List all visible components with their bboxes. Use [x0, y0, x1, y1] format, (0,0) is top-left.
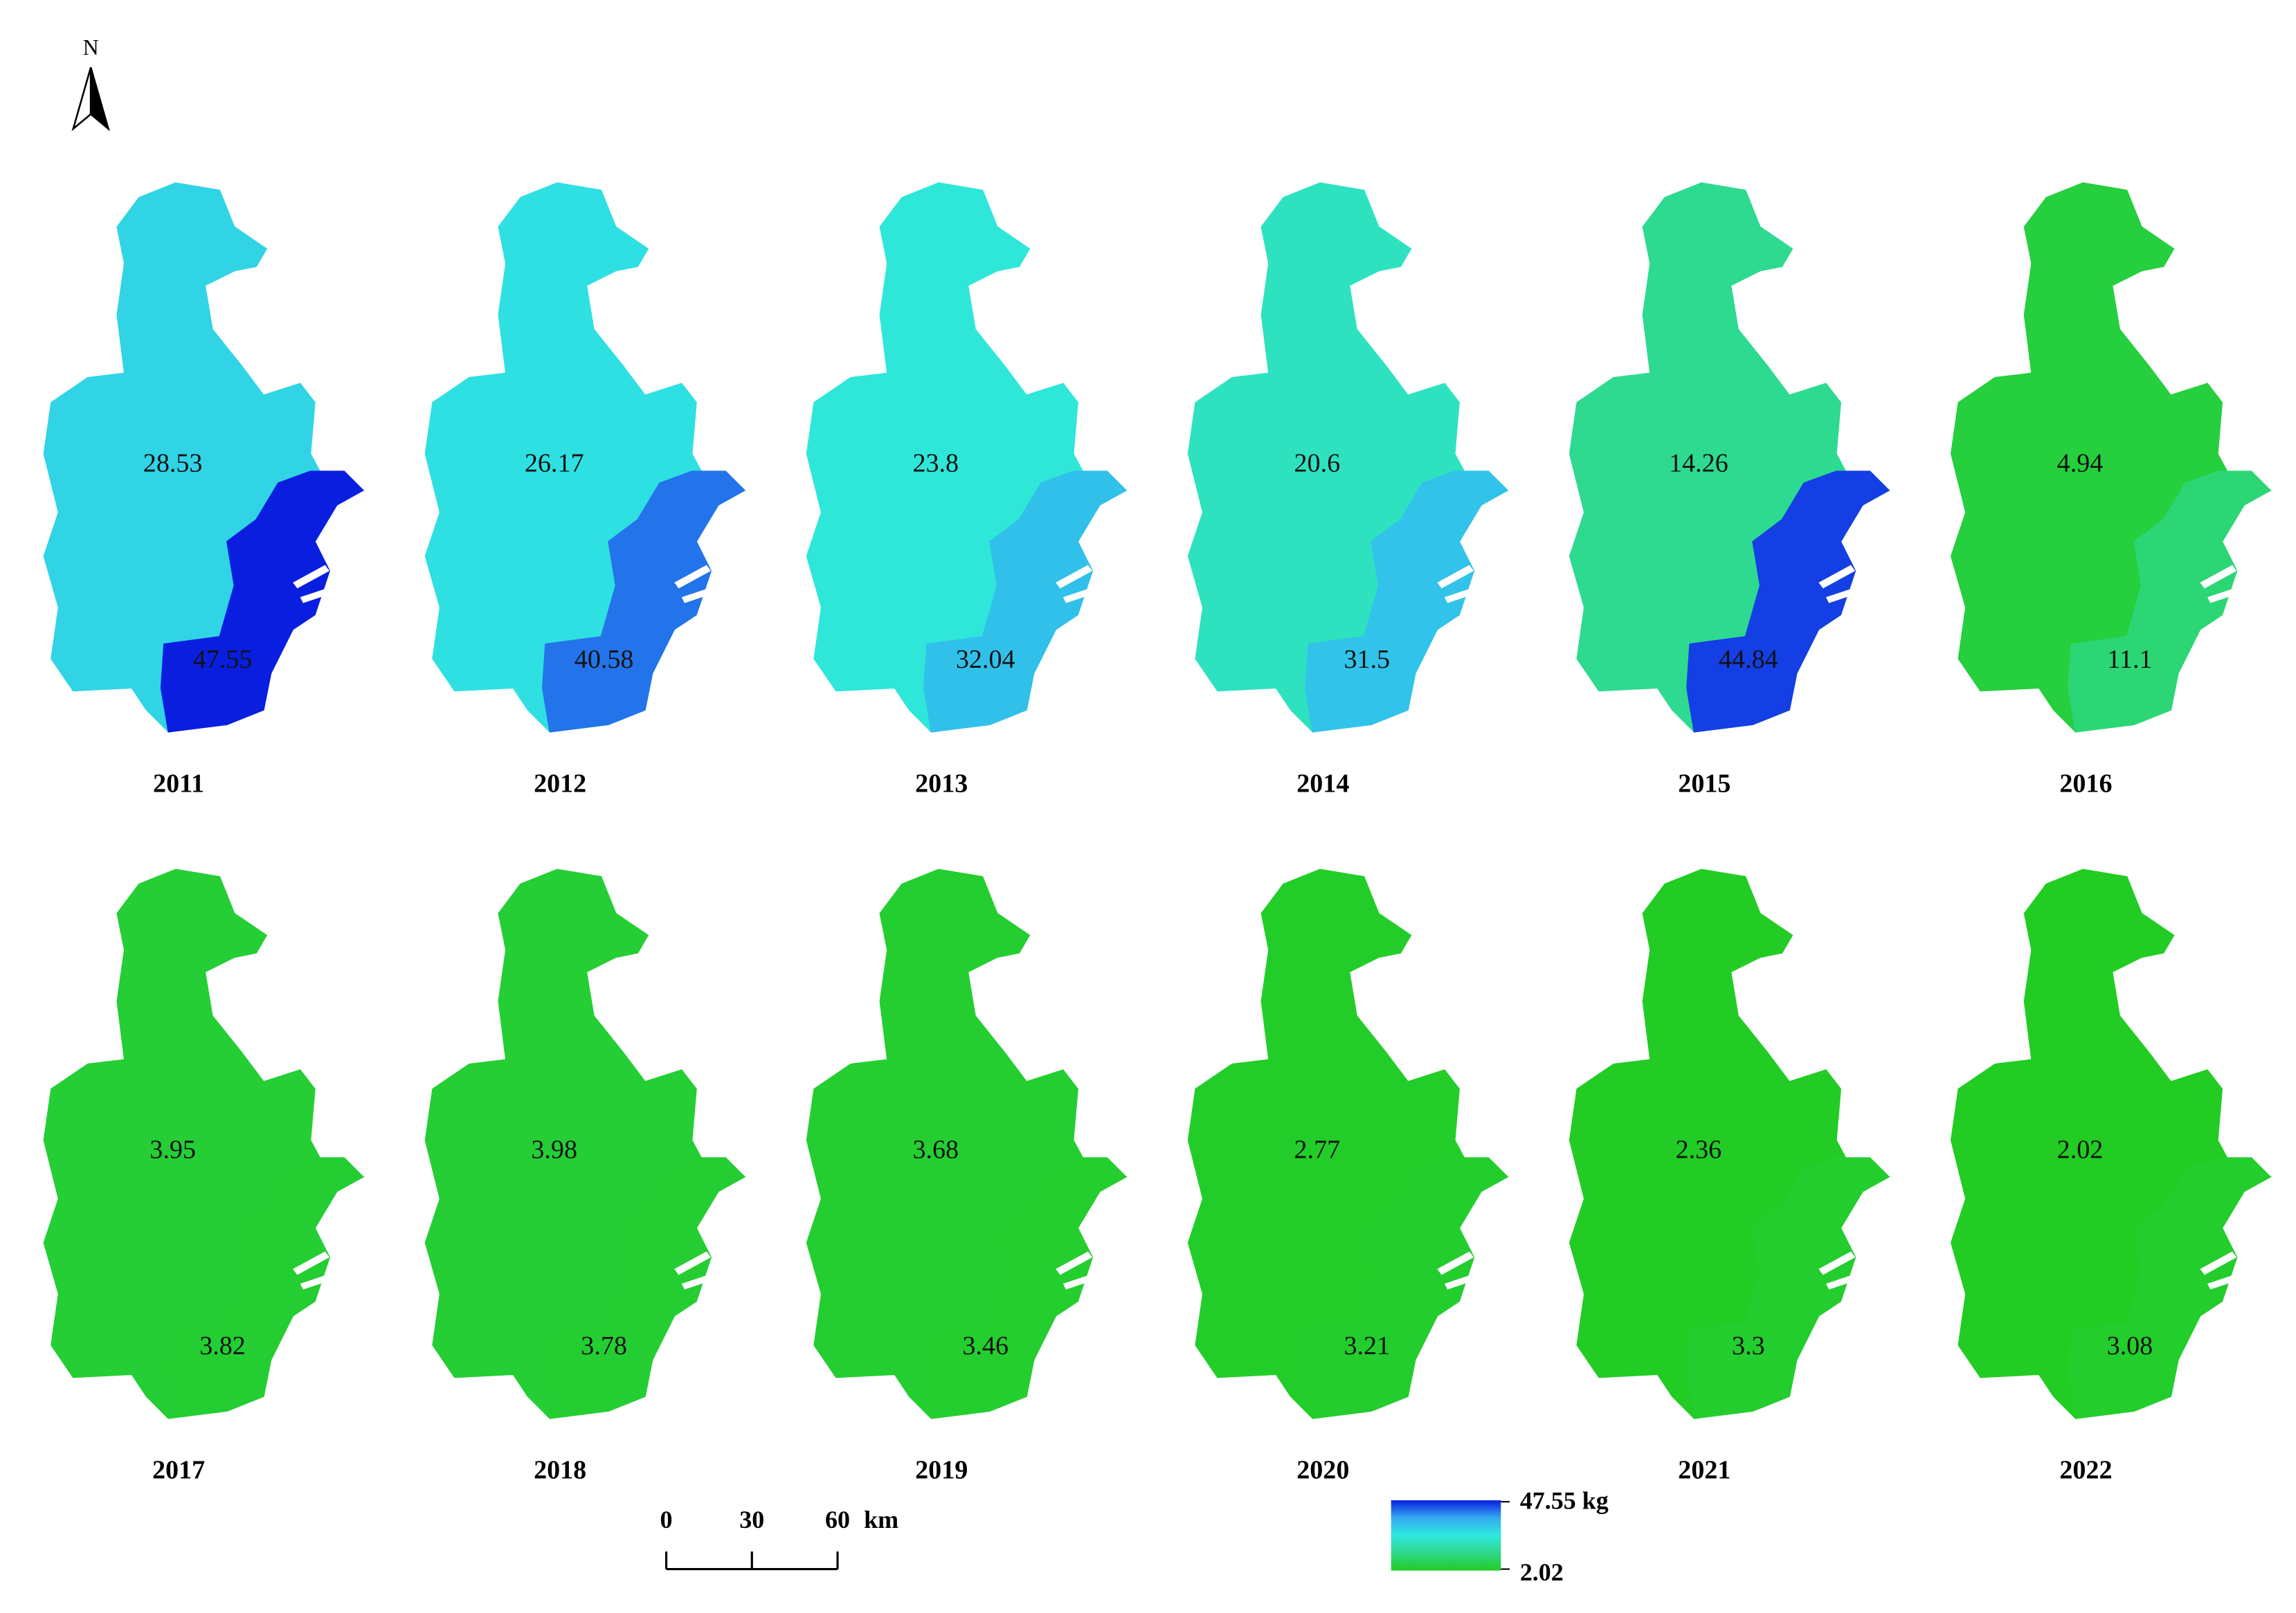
region-value: 40.58	[575, 645, 634, 674]
region-coast	[160, 471, 365, 733]
map-panel: 2.36 3.3 2021	[1569, 868, 1890, 1485]
harbor	[1056, 1251, 1101, 1290]
year-label: 2015	[1678, 769, 1730, 799]
year-label: 2018	[534, 1456, 586, 1485]
harbor	[293, 565, 338, 603]
region-value: 31.5	[1344, 645, 1390, 674]
scale-tick-label: 30	[739, 1506, 764, 1533]
map-panel: 2.02 3.08 2022	[1950, 868, 2272, 1485]
harbor	[2200, 565, 2246, 603]
region-coast	[160, 1157, 365, 1419]
year-label: 2021	[1678, 1456, 1730, 1485]
year-label: 2011	[153, 769, 204, 799]
year-label: 2016	[2059, 769, 2112, 799]
region-value: 20.6	[1294, 448, 1341, 477]
year-label: 2020	[1296, 1456, 1349, 1485]
year-label: 2017	[152, 1456, 205, 1485]
region-value: 2.36	[1676, 1135, 1722, 1164]
map-panel: 4.94 11.1 2016	[1950, 182, 2272, 799]
map-panel: 2.77 3.21 2020	[1187, 868, 1509, 1485]
map-panel: 3.68 3.46 2019	[806, 868, 1128, 1485]
legend-max-label: 47.55 kg	[1520, 1487, 1609, 1515]
year-label: 2022	[2059, 1456, 2112, 1485]
harbor	[1437, 565, 1483, 603]
harbor	[293, 1251, 338, 1290]
region-coast	[1686, 1157, 1890, 1419]
harbor	[1437, 1251, 1483, 1290]
year-label: 2012	[534, 769, 586, 799]
region-value: 3.82	[199, 1331, 246, 1360]
region-value: 2.77	[1294, 1135, 1341, 1164]
region-value: 3.21	[1344, 1331, 1390, 1360]
region-value: 3.95	[150, 1135, 196, 1164]
map-panel: 20.6 31.5 2014	[1187, 182, 1509, 799]
region-coast	[1305, 471, 1509, 733]
legend-bar	[1391, 1500, 1501, 1571]
region-coast	[923, 471, 1128, 733]
year-label: 2019	[915, 1456, 968, 1485]
map-panel: 23.8 32.04 2013	[806, 182, 1128, 799]
region-value: 3.08	[2107, 1331, 2153, 1360]
region-value: 3.3	[1732, 1331, 1765, 1360]
scale-tick-label: 0	[660, 1506, 673, 1533]
arrow-left	[71, 66, 92, 131]
scale-tick-label: 60	[825, 1506, 850, 1533]
map-panel: 3.98 3.78 2018	[424, 868, 746, 1485]
region-value: 26.17	[525, 448, 584, 477]
harbor	[674, 1251, 720, 1290]
region-value: 47.55	[193, 645, 253, 674]
map-panel: 14.26 44.84 2015	[1569, 182, 1890, 799]
region-value: 2.02	[2057, 1135, 2104, 1164]
north-arrow: N	[71, 35, 110, 131]
harbor	[1056, 565, 1101, 603]
north-label: N	[83, 35, 99, 60]
harbor	[1818, 565, 1864, 603]
region-value: 3.46	[962, 1331, 1009, 1360]
region-value: 14.26	[1669, 448, 1728, 477]
region-value: 3.98	[531, 1135, 577, 1164]
legend-min-label: 2.02	[1520, 1558, 1564, 1586]
map-panel: 26.17 40.58 2012	[424, 182, 746, 799]
region-coast	[2068, 1157, 2272, 1419]
region-value: 23.8	[912, 448, 959, 477]
region-value: 3.78	[581, 1331, 627, 1360]
region-coast	[2068, 471, 2272, 733]
year-label: 2013	[915, 769, 968, 799]
year-label: 2014	[1296, 769, 1349, 799]
region-value: 3.68	[912, 1135, 959, 1164]
region-value: 32.04	[956, 645, 1015, 674]
region-value: 4.94	[2057, 448, 2104, 477]
region-value: 28.53	[143, 448, 203, 477]
region-coast	[1305, 1157, 1509, 1419]
map-panel: 28.53 47.55 2011	[43, 182, 365, 799]
region-coast	[1686, 471, 1890, 733]
map-panel: 3.95 3.82 2017	[43, 868, 365, 1485]
region-coast	[541, 471, 746, 733]
harbor	[2200, 1251, 2246, 1290]
scale-unit: km	[864, 1506, 898, 1533]
harbor	[1818, 1251, 1864, 1290]
harbor	[674, 565, 720, 603]
region-coast	[541, 1157, 746, 1419]
region-coast	[923, 1157, 1128, 1419]
region-value: 44.84	[1719, 645, 1778, 674]
region-value: 11.1	[2107, 645, 2152, 674]
arrow-right	[89, 66, 110, 131]
